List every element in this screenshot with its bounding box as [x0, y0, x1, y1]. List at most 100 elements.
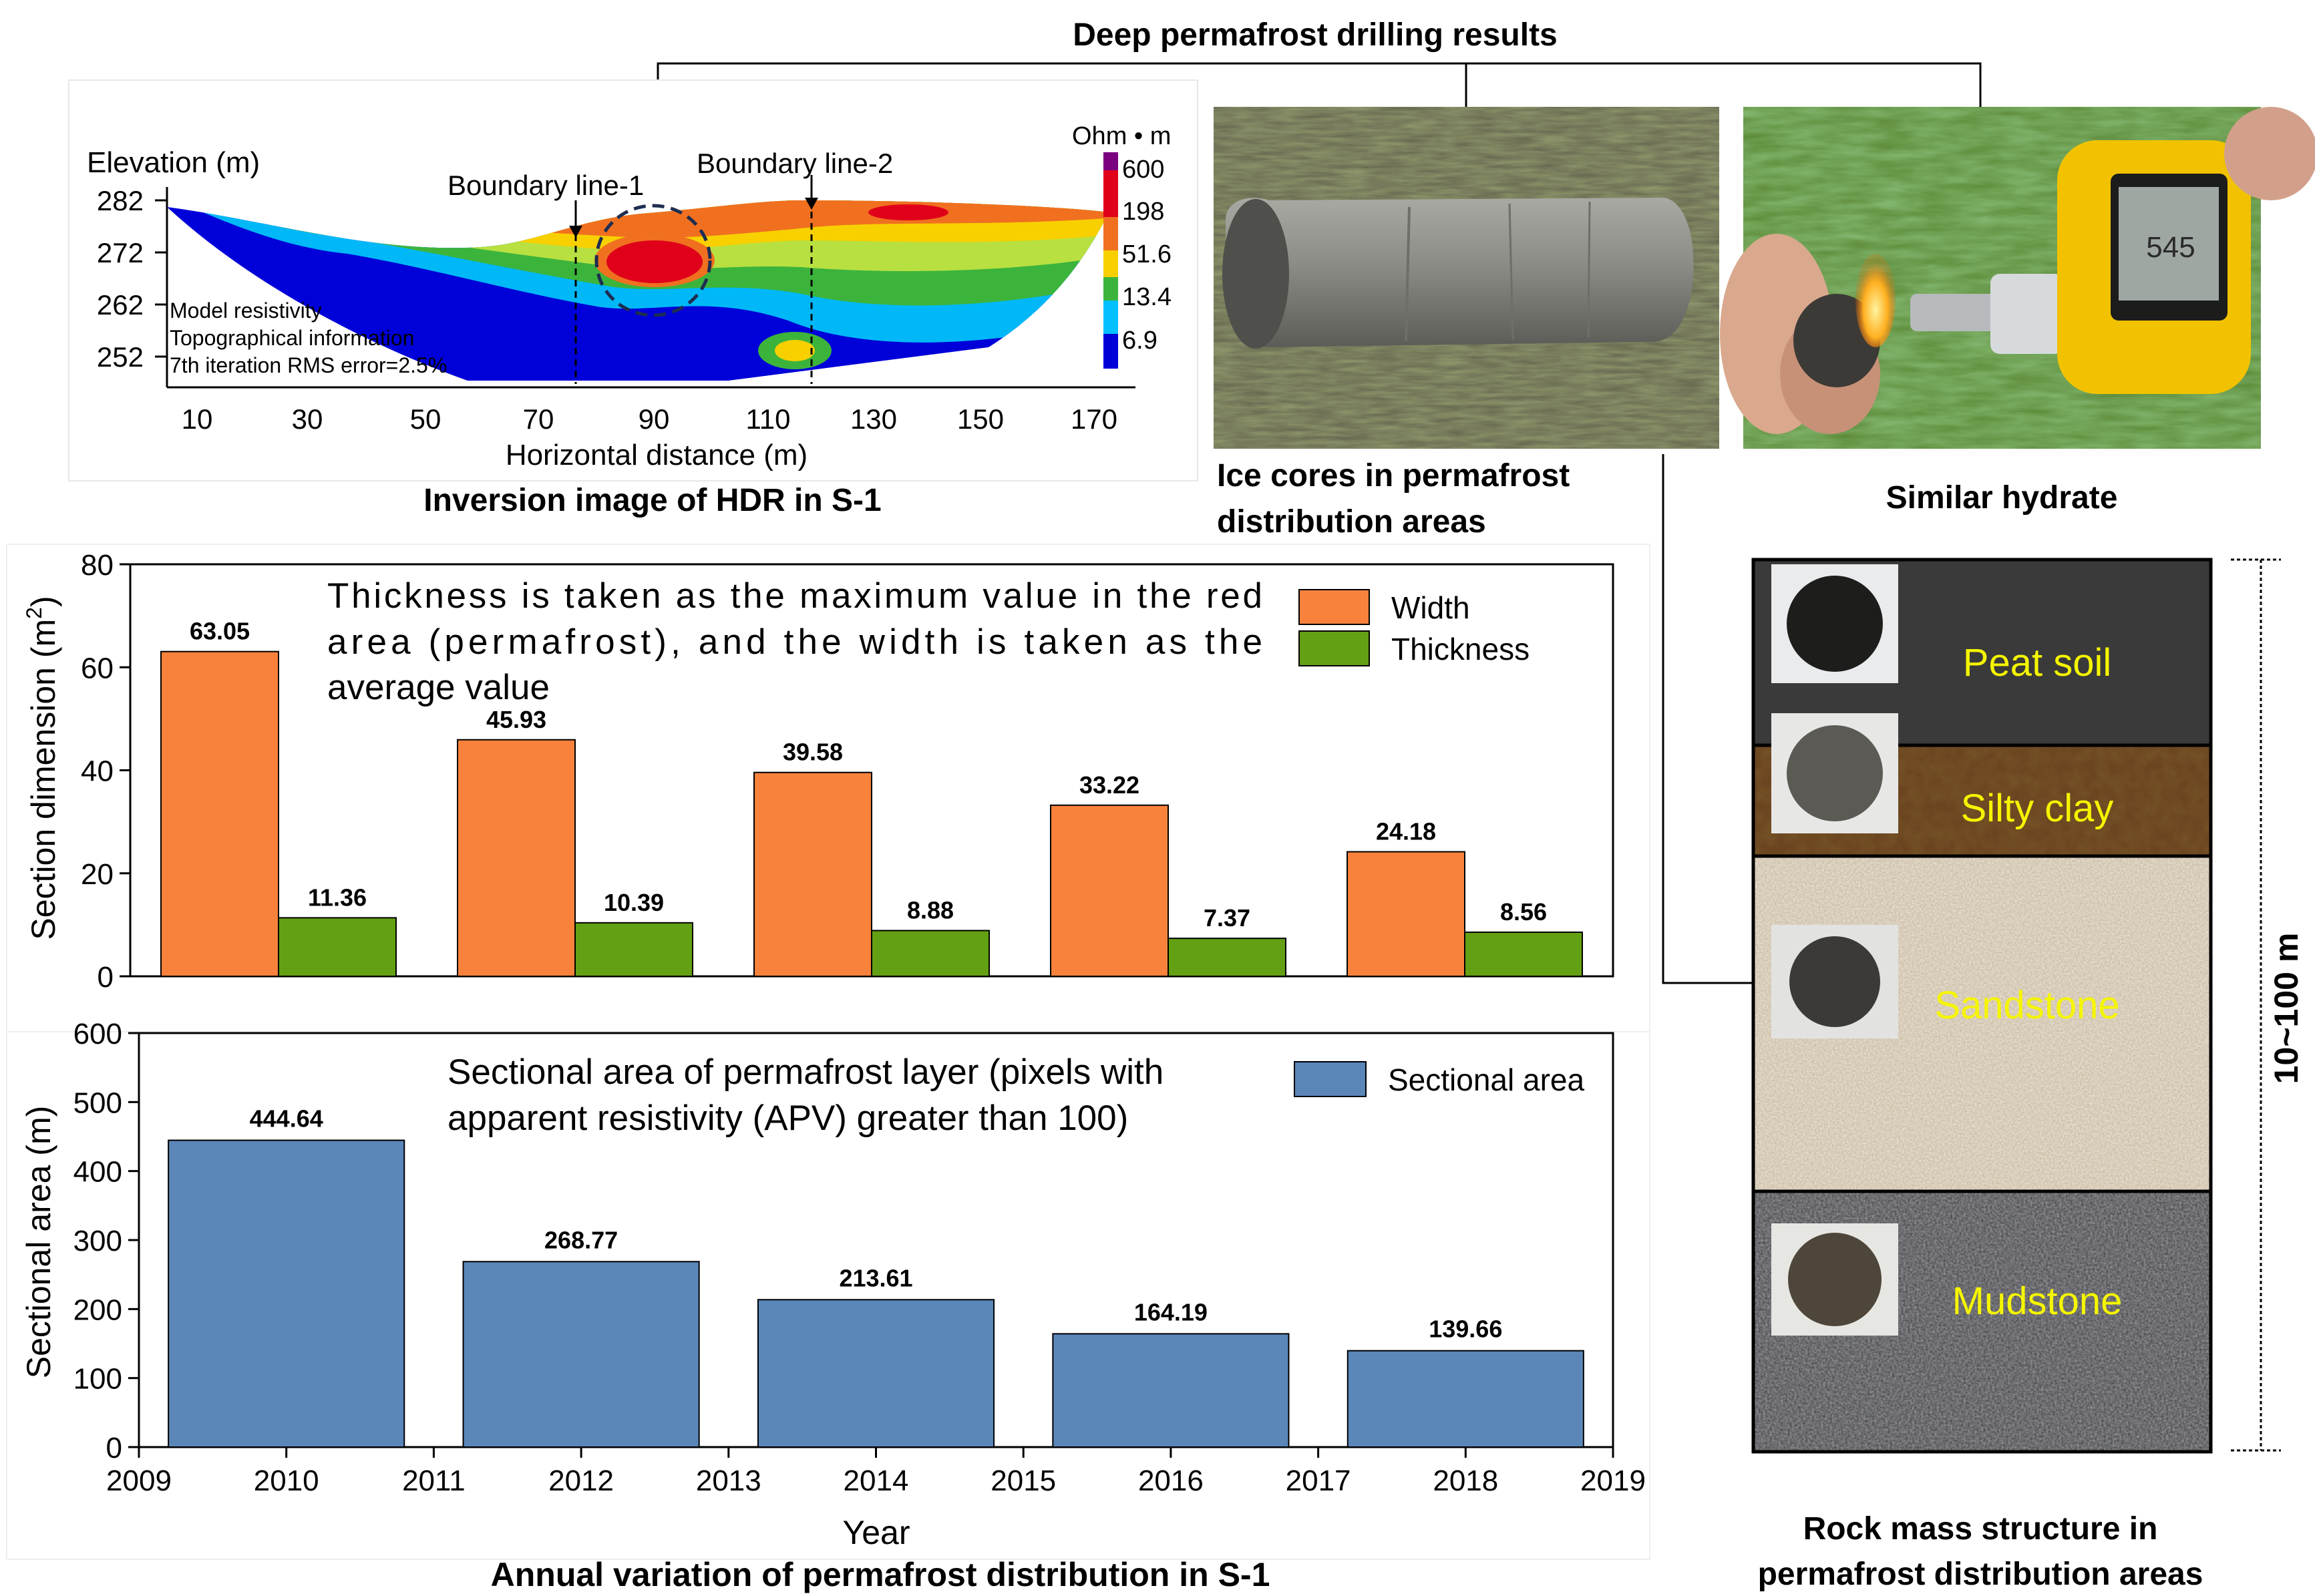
data-label-thickness: 11.36: [308, 883, 367, 911]
rock-column: [1751, 558, 2213, 1454]
bar-sectional-area-2010: [168, 1139, 405, 1448]
bar-thickness-2018: [1464, 931, 1583, 977]
data-label-sectional-area: 164.19: [1134, 1298, 1208, 1326]
bar-width-2014: [753, 771, 872, 977]
layer-label-sandstone: Sandstone: [1934, 984, 2119, 1027]
section-dimension-chart: 0 20 40 60 80 63.05 11.36 45.93 10.39 39.58 8.88 3…: [6, 544, 1650, 1032]
top-ytick-label: 0: [98, 961, 114, 994]
hdr-ytick: 262: [97, 289, 144, 321]
bottom-ytick-label: 300: [73, 1225, 122, 1257]
legend-swatch-sectional-area: [1294, 1061, 1367, 1097]
layer-label-silty-clay: Silty clay: [1961, 787, 2114, 830]
data-label-thickness: 7.37: [1204, 904, 1250, 932]
rock-caption: Rock mass structure in: [1803, 1511, 2158, 1547]
legend-value: 51.6: [1122, 240, 1172, 268]
bottom-annotation-line: apparent resistivity (APV) greater than …: [448, 1099, 1128, 1138]
bottom-axes: 0 100 200 300 400 500 600 2009 2010 2011 2012 2013 2…: [73, 1018, 1646, 1497]
depth-bracket: [2231, 558, 2281, 1452]
hdr-ylabel: Elevation (m): [87, 146, 260, 179]
bottom-xtick-label: 2015: [991, 1464, 1056, 1497]
bottom-xtick-label: 2011: [402, 1464, 466, 1497]
device-reading: 545: [2146, 231, 2195, 264]
bottom-xtick-label: 2018: [1433, 1464, 1498, 1497]
depth-label: 10~100 m: [2268, 933, 2305, 1084]
top-y-axis: 0 20 40 60 80: [81, 549, 130, 994]
layer-label-mudstone: Mudstone: [1952, 1279, 2123, 1323]
bar-sectional-area-2016: [1052, 1333, 1290, 1448]
hdr-panel: Elevation (m) 282 272 262 252 10 30 50 7…: [68, 79, 1198, 481]
hdr-ytick: 252: [97, 341, 144, 373]
hdr-note-line: 7th iteration RMS error=2.5%: [170, 353, 447, 377]
legend-unit: Ohm • m: [1072, 122, 1171, 150]
resistivity-colorbar: [1103, 152, 1118, 369]
bottom-ytick-label: 200: [73, 1293, 122, 1326]
bar-thickness-2016: [1168, 938, 1286, 978]
bottom-bars: 444.64 268.77 213.61 164.19 139.66: [168, 1105, 1584, 1448]
data-label-sectional-area: 213.61: [839, 1264, 912, 1291]
boundary-line-2-label: Boundary line-2: [697, 148, 893, 179]
bottom-xtick-label: 2013: [696, 1464, 761, 1497]
bottom-xtick-label: 2016: [1138, 1464, 1204, 1497]
boundary-line-1-label: Boundary line-1: [448, 170, 644, 201]
data-label-width: 39.58: [783, 739, 843, 766]
data-label-thickness: 8.56: [1500, 898, 1547, 926]
top-ytick-label: 60: [81, 652, 114, 684]
top-legend: Width Thickness: [1298, 589, 1530, 666]
hydrate-photo: 545: [1720, 107, 2315, 449]
bottom-ytick-label: 100: [73, 1363, 122, 1396]
hdr-xtick: 70: [523, 403, 554, 435]
top-ytick-label: 80: [81, 549, 114, 582]
top-ytick-label: 40: [81, 755, 114, 788]
hdr-xtick: 130: [850, 403, 897, 435]
hdr-xtick: 10: [182, 403, 213, 435]
legend-value: 600: [1122, 156, 1164, 184]
hydrate-connector: [1662, 454, 1760, 984]
bottom-legend: Sectional area: [1294, 1061, 1584, 1097]
ice-core-photo: [1214, 107, 1719, 449]
bar-sectional-area-2018: [1347, 1350, 1584, 1448]
hdr-caption: Inversion image of HDR in S-1: [423, 483, 881, 518]
bottom-xtick-label: 2010: [254, 1464, 319, 1497]
legend-label-width: Width: [1391, 590, 1470, 625]
bottom-xtick-label: 2012: [548, 1464, 614, 1497]
bar-thickness-2012: [574, 922, 693, 977]
bar-thickness-2014: [871, 930, 990, 977]
bar-width-2012: [457, 739, 576, 978]
bar-sectional-area-2012: [462, 1261, 700, 1448]
top-annotation-line: average value: [327, 668, 550, 707]
hdr-ytick-marks: [155, 199, 167, 358]
bottom-xlabel: Year: [842, 1514, 910, 1551]
data-label-width: 24.18: [1376, 818, 1436, 845]
data-label-width: 45.93: [486, 706, 546, 733]
sectional-area-chart: 0 100 200 300 400 500 600 2009 2010 2011 2012 2013 2…: [6, 1018, 1650, 1560]
bottom-xtick-label: 2019: [1580, 1464, 1646, 1497]
data-label-sectional-area: 139.66: [1429, 1316, 1502, 1343]
data-label-sectional-area: 444.64: [250, 1105, 323, 1133]
hdr-xlabel: Horizontal distance (m): [506, 439, 808, 471]
bar-sectional-area-2014: [757, 1299, 995, 1448]
legend-value: 6.9: [1122, 327, 1158, 355]
bar-width-2018: [1347, 851, 1465, 977]
bar-width-2010: [160, 650, 279, 977]
data-label-width: 63.05: [190, 618, 250, 645]
hdr-xtick: 30: [292, 403, 323, 435]
hdr-ytick-labels: 282 272 262 252: [97, 185, 144, 373]
data-label-thickness: 10.39: [604, 889, 664, 916]
hdr-xtick-labels: 10 30 50 70 90 110 130 150 170: [182, 403, 1117, 435]
bottom-xtick-label: 2014: [844, 1464, 909, 1497]
hdr-xtick: 110: [746, 403, 791, 435]
figure-title: Deep permafrost drilling results: [1073, 17, 1558, 53]
bottom-caption: Annual variation of permafrost distribut…: [491, 1556, 1270, 1593]
data-label-thickness: 8.88: [907, 897, 954, 924]
legend-swatch-thickness: [1298, 630, 1370, 666]
hdr-xtick: 90: [639, 403, 670, 435]
bottom-annotation-line: Sectional area of permafrost layer (pixe…: [448, 1052, 1164, 1092]
bottom-ytick-label: 0: [106, 1432, 122, 1464]
legend-label-thickness: Thickness: [1391, 632, 1530, 666]
sample-photos: [1771, 564, 1898, 1336]
data-label-sectional-area: 268.77: [544, 1226, 618, 1253]
ice-cores-caption: distribution areas: [1217, 504, 1486, 540]
legend-value: 13.4: [1122, 283, 1172, 311]
top-bars: 63.05 11.36 45.93 10.39 39.58 8.88 33.22 7.37 24…: [160, 618, 1583, 978]
top-ytick-label: 20: [81, 858, 114, 891]
